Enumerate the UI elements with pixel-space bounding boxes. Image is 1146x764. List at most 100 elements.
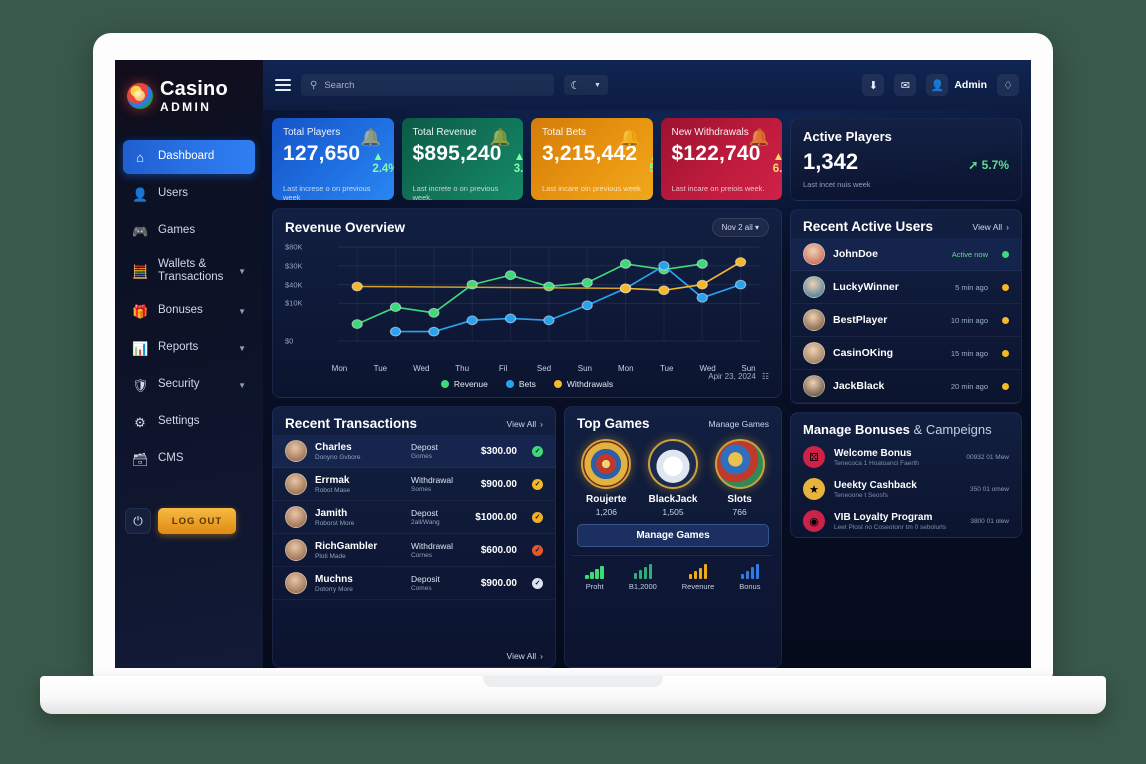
admin-menu[interactable]: 👤 Admin <box>926 74 987 96</box>
table-row[interactable]: Muchns Dotorry More Deposit Comes $900.00 ✓ <box>273 567 555 600</box>
transactions-title: Recent Transactions <box>285 416 418 431</box>
gift-icon: 🎁 <box>132 303 149 319</box>
left-column: Total Players 127,650 ▲ 2.4% Last incres… <box>272 118 782 668</box>
table-row[interactable]: Jamith Roborst More Depost 2all/Wang $1000.0… <box>273 501 555 534</box>
recent-active-users-panel: Recent Active Users View All › JohnDoe Ac… <box>790 209 1022 404</box>
chart-plot-area: $80K $30K $40K $10K $0 <box>285 241 769 363</box>
chart-range-selector[interactable]: Nov 2 ail ▾ <box>711 218 769 237</box>
sidebar-item-users[interactable]: 👤 Users <box>123 177 255 211</box>
legend-item-bets[interactable]: Bets <box>505 379 536 389</box>
avatar <box>285 539 307 561</box>
chart-y-tick: $10K <box>285 298 303 308</box>
status-badge: ✓ <box>532 511 543 523</box>
topbar: ⚲ Search ☾ ▼ ⬇ ✉ 👤 Admin ♢ <box>263 60 1031 110</box>
legend-item-revenue[interactable]: Revenue <box>440 379 488 389</box>
stat-value: 127,650 <box>283 142 361 165</box>
manage-games-button[interactable]: Manage Games <box>577 524 769 547</box>
cms-icon: 🗃 <box>132 451 149 467</box>
revenue-overview-chart-panel: Revenue Overview Nov 2 ail ▾ $80K $30K $40… <box>272 208 782 398</box>
bar-chart-icon <box>739 563 760 579</box>
transaction-amount: $900.00 <box>480 478 517 490</box>
mini-stat[interactable]: Revenure <box>682 563 714 591</box>
transaction-category: Comes <box>411 585 432 592</box>
stat-card-total-players[interactable]: Total Players 127,650 ▲ 2.4% Last incres… <box>272 118 394 200</box>
list-item[interactable]: ⚄ Welcome Bonus Tenecoca 1 Hoatoanci Faert… <box>791 441 1021 473</box>
stat-note: Last incare on preiois week. <box>671 184 765 193</box>
sidebar-item-settings[interactable]: ⚙ Settings <box>123 405 255 439</box>
sidebar-item-security[interactable]: 🛡 Security ▼ <box>123 368 255 402</box>
legend-item-withdrawals[interactable]: Withdrawals <box>553 379 614 389</box>
mini-stat[interactable]: Bonus <box>739 563 760 591</box>
stat-card-new-withdrawals[interactable]: New Withdrawals $122,740 ▲ 6.5% Last inc… <box>660 118 782 200</box>
status-dot <box>1002 283 1009 291</box>
stat-card-total-revenue[interactable]: Total Revenue $895,240 ▲ 3.2% Last incre… <box>401 118 523 200</box>
table-row[interactable]: Charles Donyno Gvbore Depost Gomes $300.00 ✓ <box>273 435 555 468</box>
table-row[interactable]: Errmak Robot Mase Withdrawal Somes $900.00 ✓ <box>273 468 555 501</box>
list-item[interactable]: ◉ VIB Loyalty Program Leet Plost no Coseot… <box>791 505 1021 537</box>
user-name: LuckyWinner <box>833 281 899 293</box>
power-icon[interactable]: ⏻ <box>125 508 151 534</box>
table-row[interactable]: RichGambler Ploti Made Withdrawal Cornes $60… <box>273 534 555 567</box>
user-status: 5 min ago <box>955 282 988 292</box>
stat-delta: ▲ 3.2% <box>513 151 523 175</box>
transaction-subtitle: Roborst More <box>315 519 355 527</box>
logout-button[interactable]: LOG OUT <box>158 508 236 534</box>
list-item[interactable]: ★ Ueekty Cashback Teneoone t Seosfs 350 01 … <box>791 473 1021 505</box>
hamburger-icon[interactable] <box>275 79 291 91</box>
theme-toggle[interactable]: ☾ ▼ <box>563 75 608 95</box>
stat-card-total-bets[interactable]: Total Bets 3,215,442 ▲ 5.1% Last incare … <box>531 118 653 200</box>
list-item[interactable]: BestPlayer 10 min ago <box>791 304 1021 337</box>
game-card[interactable]: Roujerte 1,206 <box>581 439 632 517</box>
mail-icon[interactable]: ✉ <box>894 74 917 96</box>
chart-y-tick: $40K <box>285 280 303 290</box>
chart-y-tick: $80K <box>285 242 303 252</box>
mini-stat[interactable]: B1,2000 <box>629 563 657 591</box>
game-card[interactable]: Slots 766 <box>714 439 765 517</box>
list-item[interactable]: LuckyWinner 5 min ago <box>791 271 1021 304</box>
recent-users-view-all[interactable]: View All › <box>973 222 1009 232</box>
sidebar-item-games[interactable]: 🎮 Games <box>123 214 255 248</box>
bonuses-title-dim: & Campeigns <box>909 422 992 437</box>
legend-label: Withdrawals <box>566 379 614 389</box>
chart-x-tick: Mon <box>331 364 348 373</box>
bottom-row: Recent Transactions View All › Charles Do… <box>272 406 782 668</box>
page-icon[interactable]: ♢ <box>997 74 1020 96</box>
laptop-base <box>40 676 1106 714</box>
transactions-view-all[interactable]: View All › <box>507 419 543 429</box>
sidebar-item-reports[interactable]: 📊 Reports ▼ <box>123 331 255 365</box>
avatar <box>285 572 307 594</box>
status-dot <box>1002 382 1009 390</box>
transaction-name: Errmak <box>315 474 350 486</box>
list-item[interactable]: JohnDoe Active now <box>791 238 1021 271</box>
download-icon[interactable]: ⬇ <box>862 74 885 96</box>
chart-x-axis: Mon Tue Wed Thu Fil Sed Sun Mon Tue Wed Sun <box>319 364 769 373</box>
top-games-manage-link[interactable]: Manage Games <box>708 418 769 429</box>
mini-stat[interactable]: Proht <box>585 563 604 591</box>
user-status: 10 min ago <box>950 315 988 325</box>
brand-logo-block[interactable]: Casino ADMIN <box>115 60 263 132</box>
sidebar-item-bonuses[interactable]: 🎁 Bonuses ▼ <box>123 294 255 328</box>
game-count: 1,505 <box>662 507 684 517</box>
active-players-panel: Active Players 1,342 ➚ 5.7% Last incet n… <box>790 118 1022 201</box>
sidebar-item-dashboard[interactable]: ⌂ Dashboard <box>123 140 255 174</box>
search-input[interactable]: ⚲ Search <box>301 74 554 96</box>
list-item[interactable]: CasinOKing 15 min ago <box>791 337 1021 370</box>
list-item[interactable]: JackBlack 20 min ago <box>791 370 1021 403</box>
bonuses-title: Manage Bonuses & Campeigns <box>791 413 1021 441</box>
bonus-main: VIB Loyalty Program Leet Plost no Coseoto… <box>834 512 961 531</box>
user-name: JohnDoe <box>833 248 878 260</box>
active-players-row: 1,342 ➚ 5.7% <box>803 149 1009 175</box>
sidebar-item-cms[interactable]: 🗃 CMS <box>123 442 255 476</box>
sidebar-item-wallets-transactions[interactable]: 🧮 Wallets & Transactions ▼ <box>123 251 255 291</box>
gamepad-icon: 🎮 <box>132 223 149 239</box>
transactions-view-all-bottom[interactable]: View All › <box>507 651 543 661</box>
view-all-label: View All <box>972 221 1003 232</box>
bonus-subtitle: Leet Plost no Coseotonr tm 0 sebolurls <box>834 523 947 531</box>
legend-dot <box>553 380 562 388</box>
stat-delta: ▲ 6.5% <box>772 151 782 175</box>
avatar <box>803 243 825 265</box>
grid-icon[interactable]: ☷ <box>761 372 769 381</box>
mini-stat-label: Proht <box>585 582 604 591</box>
recent-users-title: Recent Active Users <box>803 219 934 234</box>
game-card[interactable]: BlackJack 1,505 <box>647 439 698 517</box>
